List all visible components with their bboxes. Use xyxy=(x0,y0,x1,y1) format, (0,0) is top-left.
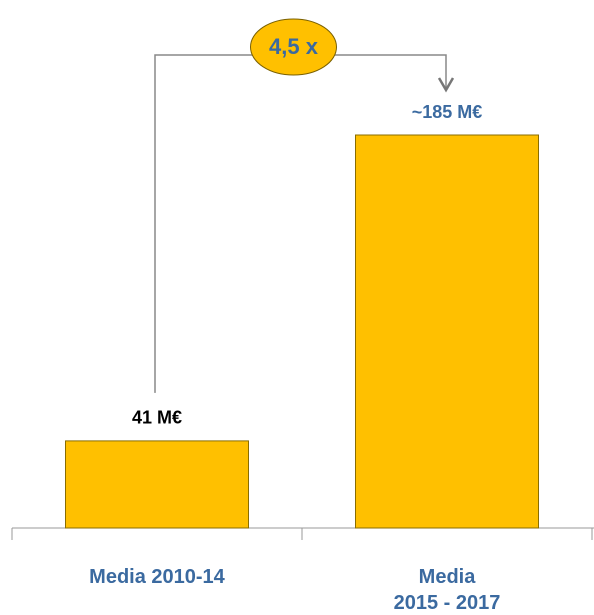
arrow-head xyxy=(437,77,455,93)
bar xyxy=(65,440,249,529)
x-tick-label: Media 2010-14 xyxy=(89,566,225,588)
value-label: 41 M€ xyxy=(132,408,182,428)
annotation: 4,5 x xyxy=(269,34,319,59)
bar xyxy=(355,134,539,529)
value-label: ~185 M€ xyxy=(412,102,483,122)
annotation-badge xyxy=(250,18,337,76)
x-tick-label: Media 2015 - 2017 xyxy=(393,566,501,614)
